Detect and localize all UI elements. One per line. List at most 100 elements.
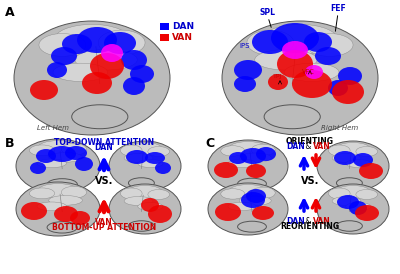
Text: DAN: DAN [172, 22, 194, 31]
Ellipse shape [239, 153, 271, 162]
Ellipse shape [317, 141, 389, 191]
Ellipse shape [246, 164, 266, 178]
Ellipse shape [305, 65, 323, 79]
Ellipse shape [222, 21, 378, 135]
Ellipse shape [214, 162, 238, 178]
Text: FEF: FEF [330, 4, 346, 13]
Ellipse shape [238, 221, 266, 232]
Ellipse shape [268, 74, 288, 90]
Ellipse shape [38, 141, 78, 155]
Ellipse shape [251, 144, 275, 156]
Text: VAN: VAN [313, 142, 331, 151]
Ellipse shape [72, 105, 128, 129]
Ellipse shape [138, 159, 163, 167]
Ellipse shape [62, 34, 92, 54]
Ellipse shape [30, 145, 55, 156]
Ellipse shape [120, 188, 142, 199]
Ellipse shape [277, 50, 313, 78]
Ellipse shape [128, 221, 154, 231]
Ellipse shape [16, 182, 100, 236]
Ellipse shape [130, 65, 154, 83]
Text: Left Hem: Left Hem [37, 125, 69, 131]
Ellipse shape [48, 146, 76, 162]
Ellipse shape [306, 33, 353, 56]
Ellipse shape [252, 206, 274, 220]
Ellipse shape [47, 179, 77, 190]
Ellipse shape [82, 72, 112, 94]
Ellipse shape [61, 143, 86, 155]
Ellipse shape [336, 221, 362, 231]
Ellipse shape [128, 142, 162, 156]
Ellipse shape [317, 184, 389, 234]
Ellipse shape [141, 198, 159, 212]
Ellipse shape [336, 142, 370, 156]
Ellipse shape [153, 154, 174, 173]
Ellipse shape [284, 63, 339, 81]
Ellipse shape [65, 146, 87, 160]
Ellipse shape [47, 222, 77, 233]
Text: VAN: VAN [172, 33, 193, 42]
Ellipse shape [332, 196, 361, 206]
Text: TPJ: TPJ [273, 74, 283, 79]
Ellipse shape [241, 192, 265, 208]
Ellipse shape [346, 202, 371, 210]
Ellipse shape [109, 141, 181, 191]
Ellipse shape [361, 154, 382, 173]
Ellipse shape [90, 53, 124, 79]
Ellipse shape [54, 206, 78, 222]
Ellipse shape [148, 205, 172, 223]
Ellipse shape [138, 202, 163, 210]
Ellipse shape [240, 148, 266, 164]
Ellipse shape [47, 62, 67, 78]
Ellipse shape [328, 80, 348, 96]
Ellipse shape [282, 41, 308, 59]
Ellipse shape [124, 196, 153, 206]
Text: VAN: VAN [95, 218, 113, 227]
Ellipse shape [229, 185, 267, 198]
Text: DAN: DAN [286, 217, 305, 226]
Ellipse shape [346, 159, 371, 167]
Text: REORIENTING: REORIENTING [280, 222, 340, 231]
Text: BOTTOM-UP ATTENTION: BOTTOM-UP ATTENTION [52, 223, 156, 232]
Ellipse shape [336, 178, 362, 188]
Ellipse shape [221, 189, 245, 199]
Ellipse shape [271, 23, 319, 53]
Ellipse shape [121, 50, 147, 70]
Ellipse shape [334, 151, 356, 165]
Ellipse shape [24, 153, 48, 174]
Ellipse shape [30, 80, 58, 100]
Ellipse shape [216, 153, 239, 173]
Text: IPS: IPS [240, 43, 250, 49]
Ellipse shape [36, 149, 56, 163]
Ellipse shape [239, 196, 271, 205]
Text: ORIENTING: ORIENTING [286, 137, 334, 146]
Ellipse shape [21, 202, 47, 220]
Ellipse shape [234, 60, 262, 80]
Ellipse shape [30, 188, 55, 199]
Ellipse shape [228, 202, 256, 210]
Ellipse shape [49, 196, 82, 205]
Ellipse shape [123, 77, 145, 95]
Ellipse shape [332, 80, 364, 104]
Ellipse shape [120, 145, 142, 156]
Ellipse shape [304, 32, 332, 52]
Ellipse shape [39, 33, 86, 56]
Bar [160, 34, 169, 41]
Ellipse shape [328, 145, 350, 156]
Text: VFC: VFC [302, 69, 314, 75]
Ellipse shape [51, 47, 77, 65]
Ellipse shape [77, 27, 117, 53]
Ellipse shape [49, 153, 82, 162]
Ellipse shape [318, 50, 363, 95]
Ellipse shape [70, 211, 90, 225]
Ellipse shape [221, 146, 245, 156]
Ellipse shape [215, 203, 241, 221]
Ellipse shape [252, 30, 288, 54]
Ellipse shape [349, 201, 367, 215]
Ellipse shape [126, 150, 148, 164]
Ellipse shape [37, 159, 66, 168]
Ellipse shape [24, 196, 48, 217]
Ellipse shape [208, 183, 288, 235]
Ellipse shape [148, 147, 170, 156]
Ellipse shape [101, 44, 123, 62]
